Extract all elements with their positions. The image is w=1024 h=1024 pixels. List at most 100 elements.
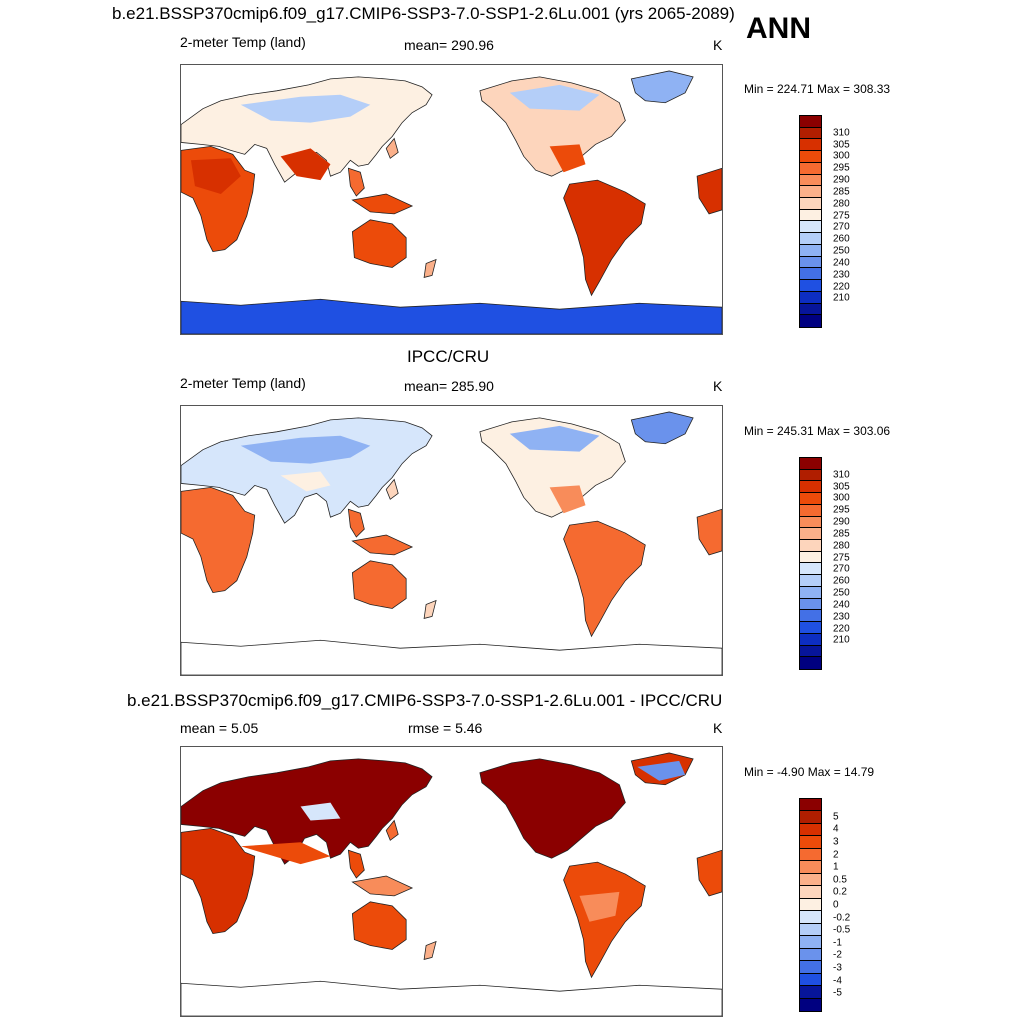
panel1-units-label: K — [713, 37, 723, 53]
landmass-africaEast — [696, 508, 722, 556]
colorbar-label: 275 — [833, 552, 850, 564]
colorbar-label: 300 — [833, 492, 850, 504]
landmass-indochina — [347, 508, 365, 538]
panel1-variable-label: 2-meter Temp (land) — [180, 34, 306, 50]
colorbar-label: 0.5 — [833, 874, 847, 886]
temperature-region — [240, 842, 331, 865]
panel3-minmax: Min = -4.90 Max = 14.79 — [744, 765, 875, 779]
panel3-map-svg — [181, 752, 722, 1016]
colorbar-swatch — [800, 174, 821, 187]
colorbar-label: -0.5 — [833, 924, 851, 936]
colorbar-label: 295 — [833, 162, 850, 174]
colorbar-swatch — [800, 563, 821, 576]
colorbar-label: -4 — [833, 975, 842, 987]
colorbar-label: 240 — [833, 599, 850, 611]
colorbar-label: -5 — [833, 987, 842, 999]
colorbar-label: -1 — [833, 937, 842, 949]
colorbar-swatch — [800, 162, 821, 175]
landmass-africaEast — [696, 167, 722, 215]
season-label: ANN — [746, 12, 811, 45]
colorbar-swatch — [800, 127, 821, 140]
landmass-africaEast — [696, 849, 722, 897]
colorbar-swatch — [800, 291, 821, 304]
colorbar-swatch — [800, 315, 821, 327]
panel3-colorbar — [799, 798, 822, 1012]
colorbar-label: 280 — [833, 540, 850, 552]
colorbar-swatch — [800, 575, 821, 587]
colorbar-label: 5 — [833, 811, 839, 823]
colorbar-swatch — [800, 151, 821, 163]
landmass-samerica — [563, 179, 646, 297]
landmass-nz — [423, 599, 437, 619]
colorbar-label: 210 — [833, 634, 850, 646]
panel2-colorbar — [799, 457, 822, 670]
colorbar-label: 280 — [833, 198, 850, 210]
landmass-africa — [181, 827, 256, 935]
panel3-map — [180, 746, 723, 1017]
colorbar-label: 0 — [833, 899, 839, 911]
colorbar-label: 2 — [833, 849, 839, 861]
landmass-indonesia — [351, 193, 414, 215]
colorbar-label: 1 — [833, 861, 839, 873]
colorbar-swatch — [800, 973, 821, 987]
temperature-region — [509, 425, 600, 452]
landmass-eurasia — [181, 76, 433, 183]
colorbar-swatch — [800, 848, 821, 862]
temperature-region — [549, 485, 586, 514]
colorbar-label: 310 — [833, 127, 850, 139]
colorbar-swatch — [800, 610, 821, 623]
colorbar-swatch — [800, 540, 821, 552]
landmass-antarctica — [181, 980, 722, 1016]
colorbar-swatch — [800, 645, 821, 658]
landmass-japan — [385, 137, 399, 159]
colorbar-label: 290 — [833, 174, 850, 186]
colorbar-swatch — [800, 633, 821, 646]
colorbar-swatch — [800, 280, 821, 292]
panel2-title: IPCC/CRU — [407, 347, 490, 366]
colorbar-label: 310 — [833, 469, 850, 481]
landmass-greenland — [630, 411, 694, 445]
panel1-mean-label: mean= 290.96 — [404, 37, 494, 53]
colorbar-label: -0.2 — [833, 912, 851, 924]
landmass-australia — [351, 219, 407, 268]
colorbar-swatch — [800, 657, 821, 669]
colorbar-swatch — [800, 811, 821, 824]
colorbar-swatch — [800, 209, 821, 222]
colorbar-swatch — [800, 961, 821, 974]
landmass-japan — [385, 478, 399, 500]
colorbar-swatch — [800, 116, 821, 128]
colorbar-swatch — [800, 303, 821, 316]
landmass-antarctica — [181, 298, 722, 334]
colorbar-swatch — [800, 186, 821, 199]
colorbar-label: 285 — [833, 528, 850, 540]
landmass-eurasia — [181, 417, 433, 524]
colorbar-label: 220 — [833, 623, 850, 635]
panel1-colorbar — [799, 115, 822, 328]
colorbar-swatch — [800, 233, 821, 245]
colorbar-label: 4 — [833, 823, 839, 835]
colorbar-label: 260 — [833, 575, 850, 587]
temperature-region — [240, 435, 371, 464]
landmass-antarctica — [181, 639, 722, 675]
temperature-region — [240, 94, 371, 123]
landmass-nz — [423, 258, 437, 278]
panel1-map-svg — [181, 70, 722, 334]
colorbar-label: 270 — [833, 221, 850, 233]
colorbar-swatch — [800, 504, 821, 517]
landmass-nz — [423, 940, 437, 960]
panel2-units-label: K — [713, 378, 723, 394]
colorbar-swatch — [800, 469, 821, 482]
colorbar-swatch — [800, 493, 821, 505]
colorbar-swatch — [800, 936, 821, 949]
panel2-map — [180, 405, 723, 676]
panel1-title: b.e21.BSSP370cmip6.f09_g17.CMIP6-SSP3-7.… — [112, 4, 735, 23]
landmass-samerica — [563, 520, 646, 638]
landmass-japan — [385, 819, 399, 841]
colorbar-swatch — [800, 598, 821, 611]
colorbar-swatch — [800, 516, 821, 529]
colorbar-swatch — [800, 799, 821, 812]
landmass-australia — [351, 560, 407, 609]
colorbar-label: 250 — [833, 245, 850, 257]
colorbar-label: -2 — [833, 949, 842, 961]
colorbar-swatch — [800, 622, 821, 634]
